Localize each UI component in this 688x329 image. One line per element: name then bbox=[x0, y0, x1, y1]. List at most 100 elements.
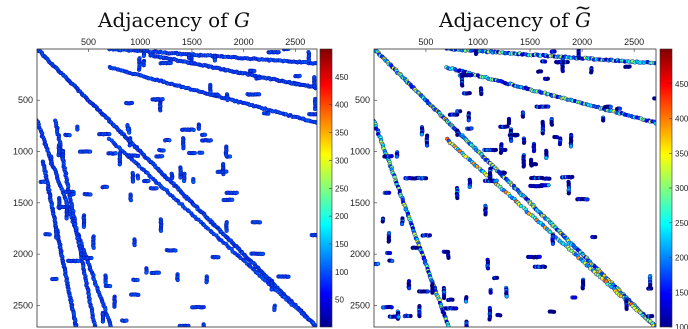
matrix-entry-dot bbox=[128, 198, 134, 203]
matrix-entry-dot bbox=[503, 147, 508, 153]
matrix-entry-dot bbox=[88, 192, 93, 197]
y-tick-label: 2500 bbox=[13, 300, 33, 310]
matrix-entry-dot bbox=[376, 261, 381, 266]
matrix-entry-dot bbox=[425, 143, 430, 148]
matrix-entry-dot bbox=[201, 325, 207, 327]
matrix-entry-dot bbox=[407, 286, 412, 291]
matrix-entry-dot bbox=[67, 133, 72, 138]
matrix-entry-dot bbox=[202, 132, 208, 137]
matrix-entry-dot bbox=[104, 184, 110, 189]
matrix-entry-dot bbox=[550, 241, 556, 246]
matrix-entry-dot bbox=[509, 138, 514, 143]
colorbar-tick-label: 100 bbox=[675, 323, 688, 329]
matrix-entry-dot bbox=[269, 287, 274, 292]
x-tick-label: 2000 bbox=[234, 37, 254, 47]
matrix-entry-dot bbox=[387, 190, 392, 195]
matrix-entry-dot bbox=[549, 122, 555, 127]
matrix-entry-dot bbox=[417, 314, 422, 319]
plot-frame bbox=[36, 48, 318, 328]
matrix-entry-dot bbox=[608, 104, 613, 109]
matrix-entry-dot bbox=[212, 58, 217, 63]
matrix-entry-dot bbox=[515, 132, 520, 138]
matrix-entry-dot bbox=[399, 221, 405, 227]
colorbar-tick-label: 350 bbox=[335, 129, 349, 138]
colorbar-tick-label: 400 bbox=[675, 115, 688, 124]
matrix-entry-dot bbox=[200, 150, 205, 155]
matrix-entry-dot bbox=[205, 226, 210, 231]
matrix-entry-dot bbox=[446, 324, 451, 327]
matrix-entry-dot bbox=[167, 138, 172, 143]
matrix-entry-dot bbox=[130, 179, 136, 184]
matrix-entry-dot bbox=[542, 264, 548, 270]
matrix-entry-dot bbox=[191, 179, 196, 185]
matrix-entry-dot bbox=[460, 83, 465, 88]
matrix-entry-dot bbox=[297, 73, 302, 78]
matrix-entry-dot bbox=[108, 284, 113, 289]
matrix-entry-dot bbox=[531, 149, 537, 154]
matrix-entry-dot bbox=[458, 109, 463, 114]
x-tick-label: 2500 bbox=[285, 37, 305, 47]
matrix-entry-dot bbox=[505, 124, 510, 129]
matrix-entry-dot bbox=[502, 170, 507, 175]
matrix-entry-dot bbox=[257, 220, 263, 225]
matrix-entry-dot bbox=[108, 324, 113, 327]
matrix-entry-dot bbox=[585, 197, 590, 202]
chart-title: Adjacency of G bbox=[438, 8, 591, 32]
matrix-entry-dot bbox=[315, 112, 317, 117]
matrix-entry-dot bbox=[47, 232, 52, 237]
x-tick-label: 2000 bbox=[572, 37, 592, 47]
matrix-entry-dot bbox=[225, 97, 230, 103]
matrix-entry-dot bbox=[423, 176, 429, 181]
matrix-entry-dot bbox=[390, 258, 395, 264]
matrix-entry-dot bbox=[75, 127, 80, 132]
matrix-entry-dot bbox=[566, 191, 571, 196]
matrix-entry-dot bbox=[410, 176, 415, 181]
matrix-entry-dot bbox=[312, 83, 317, 88]
matrix-entry-dot bbox=[201, 305, 206, 310]
matrix-entry-dot bbox=[570, 174, 575, 180]
matrix-entry-dot bbox=[136, 153, 141, 158]
colorbar-tick-label: 200 bbox=[675, 254, 688, 263]
matrix-entry-dot bbox=[56, 153, 61, 158]
matrix-entry-dot bbox=[224, 228, 229, 233]
colorbar-tick-label: 350 bbox=[675, 149, 688, 158]
matrix-entry-dot bbox=[216, 255, 221, 260]
matrix-entry-dot bbox=[136, 292, 141, 297]
matrix-entry-dot bbox=[257, 76, 262, 81]
matrix-entry-dot bbox=[160, 97, 165, 102]
matrix-entry-dot bbox=[593, 234, 598, 240]
matrix-entry-dot bbox=[540, 131, 545, 136]
matrix-entry-dot bbox=[455, 132, 460, 137]
matrix-entry-dot bbox=[315, 232, 317, 237]
matrix-entry-dot bbox=[81, 224, 86, 229]
colorbar-tick-label: 100 bbox=[335, 268, 349, 277]
x-tick-label: 2500 bbox=[624, 37, 644, 47]
matrix-entry-dot bbox=[521, 164, 526, 169]
matrix-entry-dot bbox=[546, 183, 551, 188]
matrix-entry-dot bbox=[196, 126, 201, 131]
matrix-entry-dot bbox=[546, 104, 551, 109]
matrix-entry-dot bbox=[266, 111, 271, 116]
matrix-entry-dot bbox=[208, 89, 213, 95]
matrix-entry-dot bbox=[487, 317, 492, 322]
matrix-entry-dot bbox=[89, 255, 94, 261]
matrix-entry-dot bbox=[186, 323, 191, 327]
matrix-entry-dot bbox=[485, 266, 491, 271]
matrix-entry-dot bbox=[230, 197, 235, 202]
matrix-entry-dot bbox=[175, 277, 180, 283]
matrix-entry-dot bbox=[537, 254, 542, 259]
matrix-entry-dot bbox=[168, 60, 173, 66]
matrix-entry-dot bbox=[521, 140, 527, 145]
right-adjacency-plot: Adjacency of G~500 1000 1500 2000 2500 500 100… bbox=[350, 0, 688, 329]
y-tick-label: 1500 bbox=[13, 198, 33, 208]
matrix-entry-dot bbox=[124, 318, 129, 323]
matrix-entry-dot bbox=[132, 242, 137, 248]
matrix-entry-dot bbox=[224, 169, 229, 174]
matrix-entry-dot bbox=[557, 142, 563, 147]
matrix-entry-dot bbox=[137, 164, 142, 169]
x-tick-label: 1500 bbox=[520, 37, 540, 47]
colorbar-tick-label: 150 bbox=[335, 240, 349, 249]
matrix-entry-dot bbox=[467, 91, 472, 96]
colorbar-tick-label: 200 bbox=[335, 212, 349, 221]
matrix-entry-dot bbox=[573, 295, 578, 300]
